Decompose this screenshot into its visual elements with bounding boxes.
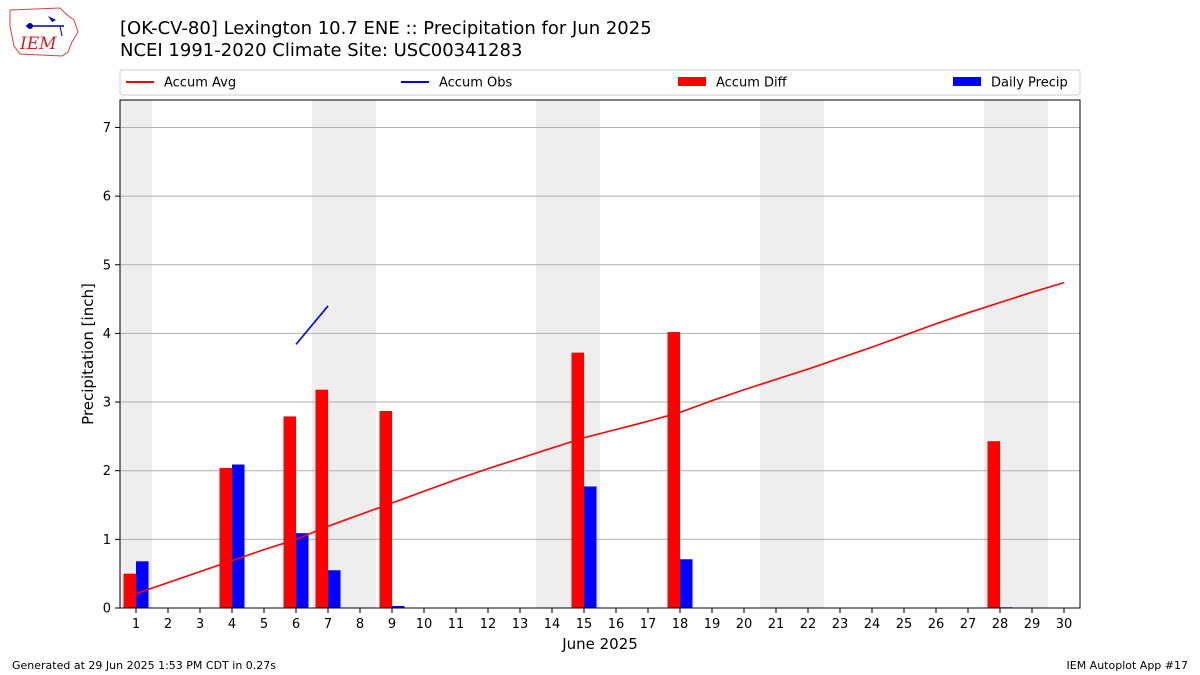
x-tick-label: 8 xyxy=(356,617,364,632)
y-tick-label: 0 xyxy=(103,602,111,617)
footer-app: IEM Autoplot App #17 xyxy=(1066,659,1189,672)
x-tick-label: 20 xyxy=(736,617,753,632)
y-tick-label: 4 xyxy=(103,327,111,342)
accum-diff-bar xyxy=(315,389,328,608)
daily-precip-bar xyxy=(680,559,693,608)
x-tick-label: 10 xyxy=(416,617,433,632)
x-tick-label: 7 xyxy=(324,617,332,632)
x-tick-label: 6 xyxy=(292,617,300,632)
x-tick-label: 30 xyxy=(1056,617,1073,632)
y-tick-label: 5 xyxy=(103,258,111,273)
weekend-shade xyxy=(760,100,824,608)
x-tick-label: 23 xyxy=(832,617,849,632)
chart-title: [OK-CV-80] Lexington 10.7 ENE :: Precipi… xyxy=(120,18,652,62)
x-tick-label: 21 xyxy=(768,617,785,632)
iem-logo-graphic xyxy=(9,7,79,57)
y-axis-label: Precipitation [inch] xyxy=(79,283,97,425)
x-tick-label: 24 xyxy=(864,617,881,632)
accum-avg-line xyxy=(135,281,1065,595)
accum-obs-line xyxy=(295,305,329,345)
legend-label-daily-precip: Daily Precip xyxy=(991,76,1068,91)
x-tick-label: 16 xyxy=(608,617,625,632)
iem-logo-text: IEM xyxy=(20,34,57,54)
legend-label-accum-avg: Accum Avg xyxy=(164,76,236,91)
accum-diff-bar xyxy=(379,410,392,608)
chart-title-line2: NCEI 1991-2020 Climate Site: USC00341283 xyxy=(120,40,523,61)
accum-diff-bar xyxy=(283,416,296,608)
footer-generated: Generated at 29 Jun 2025 1:53 PM CDT in … xyxy=(12,659,277,672)
x-tick-label: 29 xyxy=(1024,617,1041,632)
daily-precip-bar xyxy=(584,486,597,608)
x-axis-label: June 2025 xyxy=(561,635,638,653)
daily-precip-bar xyxy=(392,605,405,608)
legend-label-accum-diff: Accum Diff xyxy=(716,76,788,91)
weekend-shade xyxy=(120,100,152,608)
x-tick-label: 12 xyxy=(480,617,497,632)
x-tick-label: 1 xyxy=(132,617,140,632)
x-tick-label: 28 xyxy=(992,617,1009,632)
x-tick-label: 18 xyxy=(672,617,689,632)
accum-diff-bar xyxy=(219,467,232,608)
plot-frame xyxy=(119,99,1081,609)
x-tick-label: 17 xyxy=(640,617,657,632)
legend-swatch-accum-diff xyxy=(678,77,706,86)
x-tick-label: 19 xyxy=(704,617,721,632)
daily-precip-bar xyxy=(232,464,245,608)
x-tick-label: 5 xyxy=(260,617,268,632)
x-tick-label: 9 xyxy=(388,617,396,632)
x-tick-label: 4 xyxy=(228,617,236,632)
x-tick-label: 3 xyxy=(196,617,204,632)
iem-logo: IEM xyxy=(8,6,80,58)
accum-diff-bar xyxy=(123,573,136,608)
y-tick-label: 6 xyxy=(103,190,111,205)
x-tick-label: 2 xyxy=(164,617,172,632)
legend-box xyxy=(119,69,1081,96)
accum-diff-bar xyxy=(571,352,584,608)
x-tick-label: 27 xyxy=(960,617,977,632)
daily-precip-bar xyxy=(136,561,149,608)
x-tick-label: 11 xyxy=(448,617,465,632)
accum-diff-bar xyxy=(987,441,1000,608)
x-tick-label: 26 xyxy=(928,617,945,632)
y-tick-label: 2 xyxy=(103,464,111,479)
chart-title-line1: [OK-CV-80] Lexington 10.7 ENE :: Precipi… xyxy=(120,18,652,39)
x-tick-label: 14 xyxy=(544,617,561,632)
x-tick-label: 13 xyxy=(512,617,529,632)
y-tick-label: 7 xyxy=(103,121,111,136)
y-tick-label: 1 xyxy=(103,533,111,548)
legend-swatch-daily-precip xyxy=(953,77,981,86)
x-tick-label: 22 xyxy=(800,617,817,632)
legend-label-accum-obs: Accum Obs xyxy=(439,76,512,91)
daily-precip-bar xyxy=(328,570,341,608)
x-tick-label: 15 xyxy=(576,617,593,632)
y-tick-label: 3 xyxy=(103,396,111,411)
accum-diff-bar xyxy=(667,332,680,608)
daily-precip-bar xyxy=(296,533,309,608)
x-tick-label: 25 xyxy=(896,617,913,632)
